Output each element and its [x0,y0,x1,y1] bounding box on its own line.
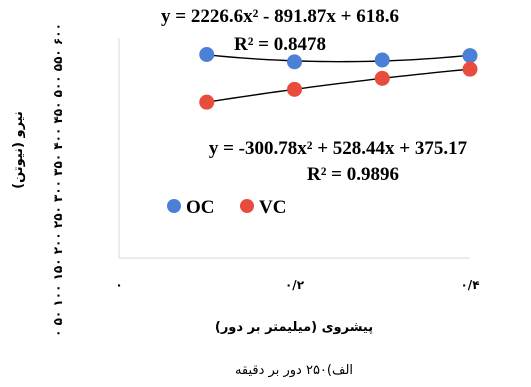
trendline-vc [206,68,471,103]
y-tick-labels: ۰ ۵۰ ۱۰۰ ۱۵۰ ۲۰۰ ۲۵۰ ۳۰۰ ۳۵۰ ۴۰۰ ۴۵۰ ۵۰۰… [51,23,65,337]
trendlines [206,54,471,103]
vc-trend-equation: y = -300.78x² + 528.44x + 375.17 [209,138,468,159]
oc-trend-equation: y = 2226.6x² - 891.87x + 618.6 [161,6,399,27]
legend-oc-marker [167,199,181,213]
legend: OC VC [167,197,286,218]
data-point-oc [287,54,302,70]
vc-trend-r2: R² = 0.9896 [307,164,399,185]
data-point-oc [374,52,390,68]
legend-vc-marker [240,199,254,213]
x-tick-label: ۰/۴ [460,278,479,292]
data-points [199,47,478,110]
x-tick-labels: ۰ ۰/۲ ۰/۴ [115,278,479,292]
data-point-oc [199,47,215,62]
data-point-vc [287,81,302,97]
data-point-vc [462,61,478,77]
trendline-oc [206,54,471,63]
legend-oc-label: OC [186,197,215,218]
y-axis-label: نیرو (نیوتن) [11,111,26,189]
x-tick-label: ۰/۲ [285,278,305,292]
axes [118,38,470,259]
x-axis-label: پیشروی (میلیمتر بر دور) [215,320,373,335]
figure-caption: الف)۲۵۰ دور بر دقیقه [235,363,353,378]
data-point-vc [374,70,390,86]
legend-vc-label: VC [259,197,286,218]
data-point-vc [199,94,215,110]
oc-trend-r2: R² = 0.8478 [234,34,326,55]
data-point-oc [462,48,478,64]
x-tick-label: ۰ [115,278,122,292]
